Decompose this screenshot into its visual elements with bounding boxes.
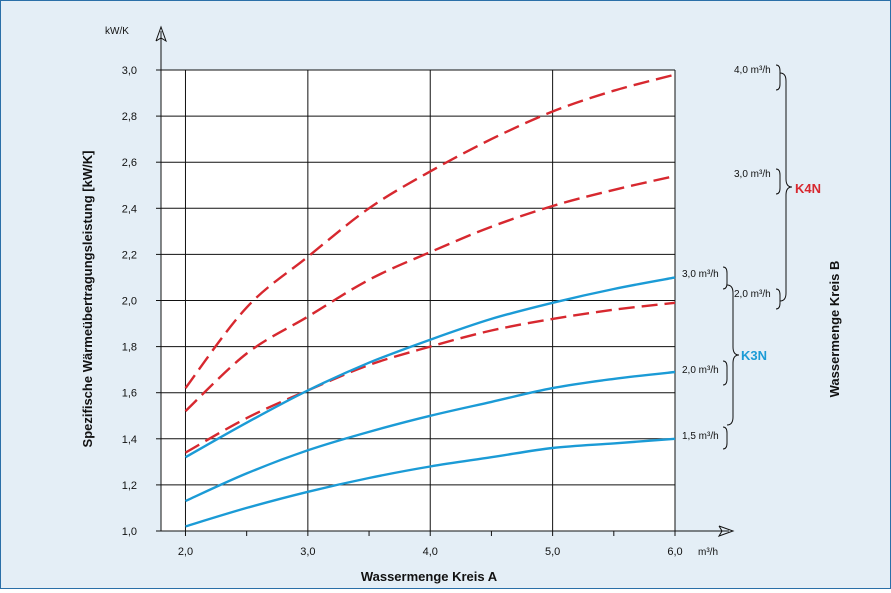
k4n-flow-label: 2,0 m³/h: [734, 289, 771, 300]
x-tick-label: 4,0: [423, 546, 438, 558]
k4n-flow-label: 4,0 m³/h: [734, 65, 771, 76]
x-tick-label: 3,0: [300, 546, 315, 558]
series-line-k4n-0: [184, 73, 676, 389]
k4n-flow-bracket: [775, 288, 781, 310]
k3n-flow-bracket: [722, 266, 728, 290]
series-line-k4n-2: [184, 301, 676, 454]
x-unit-label: m³/h: [698, 547, 718, 558]
k3n-flow-label: 2,0 m³/h: [682, 365, 719, 376]
y-tick-label: 2,8: [122, 111, 137, 123]
k4n-group-label: K4N: [795, 181, 821, 196]
y-tick-label: 1,4: [122, 434, 137, 446]
x-axis-title: Wassermenge Kreis A: [361, 569, 498, 584]
y-unit-label: kW/K: [105, 26, 129, 37]
y-axis-arrow: [155, 25, 167, 43]
y-tick-label: 2,0: [122, 296, 137, 308]
x-tick-label: 2,0: [178, 546, 193, 558]
y-tick-label: 1,0: [122, 526, 137, 538]
y-tick-label: 3,0: [122, 65, 137, 77]
axes: [155, 25, 735, 537]
k3n-brace: [726, 284, 740, 426]
k4n-brace: [779, 72, 793, 302]
series-line-k4n-1: [184, 174, 676, 412]
k4n-flow-bracket: [775, 168, 781, 195]
y-tick-label: 1,2: [122, 480, 137, 492]
k3n-flow-bracket: [722, 360, 728, 386]
y-axis-title: Spezifische Wärmeübertragungsleistung [k…: [80, 151, 95, 448]
y-tick-label: 1,8: [122, 342, 137, 354]
series-line-k3n-5: [185, 437, 676, 528]
annotations: 4,0 m³/h 3,0 m³/h 2,0 m³/h K4N 3,0 m³/h 2,0 m…: [682, 64, 821, 450]
series-line-k3n-3: [184, 276, 676, 459]
x-tick-label: 5,0: [545, 546, 560, 558]
k3n-flow-label: 3,0 m³/h: [682, 269, 719, 280]
right-axis-title: Wassermenge Kreis B: [827, 261, 842, 398]
k3n-flow-label: 1,5 m³/h: [682, 431, 719, 442]
x-tick-label: 6,0: [667, 546, 682, 558]
x-axis-arrow: [717, 525, 735, 537]
k4n-flow-label: 3,0 m³/h: [734, 169, 771, 180]
y-tick-label: 2,2: [122, 249, 137, 261]
tick-labels: 1,0 1,2 1,4 1,6 1,8 2,0 2,2 2,4 2,6 2,8 3,0 2,0 3,0 4…: [122, 65, 683, 558]
k3n-flow-bracket: [722, 426, 728, 450]
k3n-group-label: K3N: [741, 348, 767, 363]
series-line-k3n-4: [185, 370, 676, 503]
y-tick-label: 2,6: [122, 157, 137, 169]
k4n-flow-bracket: [775, 64, 781, 91]
y-tick-label: 2,4: [122, 203, 137, 215]
grid: [161, 69, 676, 532]
y-tick-label: 1,6: [122, 388, 137, 400]
series-layer: [184, 73, 676, 528]
